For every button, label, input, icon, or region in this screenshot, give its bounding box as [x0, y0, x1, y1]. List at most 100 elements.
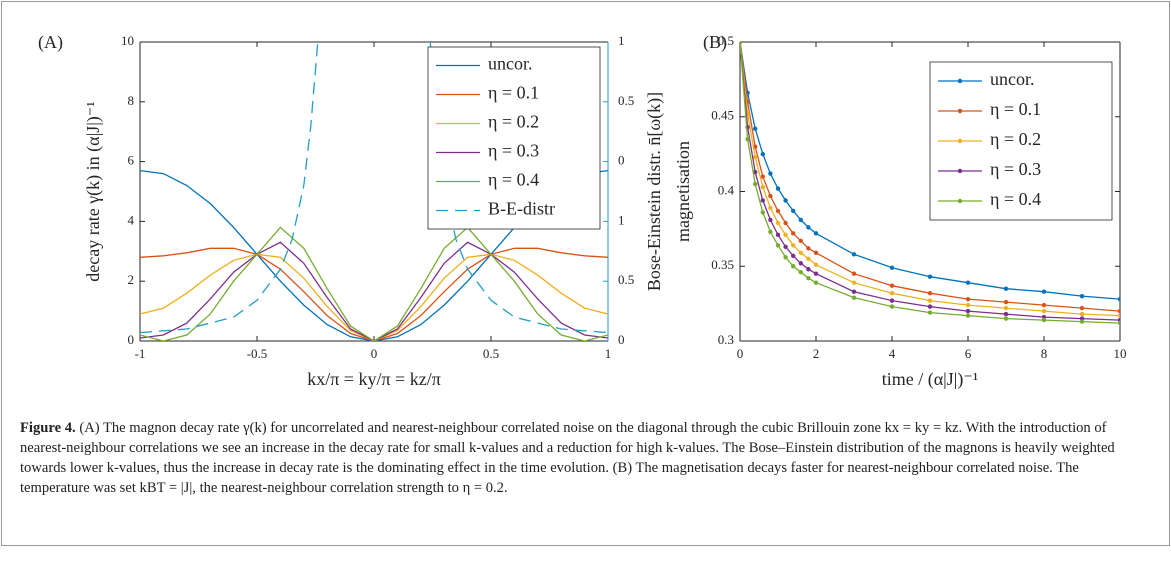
caption-label: Figure 4.	[20, 420, 76, 436]
marker	[1079, 293, 1085, 299]
y-tick-label: 2	[128, 272, 135, 287]
marker	[783, 232, 788, 238]
marker	[753, 181, 758, 187]
legend-label: uncor.	[488, 54, 533, 74]
y-tick-label: 0.45	[711, 108, 734, 123]
x-tick-label: 2	[813, 346, 820, 361]
x-tick-label: -0.5	[247, 346, 268, 361]
marker	[753, 154, 758, 160]
marker	[740, 42, 743, 45]
marker	[791, 253, 796, 258]
marker	[965, 296, 971, 302]
marker	[753, 126, 758, 131]
marker	[806, 246, 811, 251]
y-tick-label: 8	[128, 93, 135, 108]
panel-label: (B)	[703, 32, 727, 53]
marker	[806, 267, 811, 272]
marker	[791, 243, 796, 248]
marker	[783, 198, 788, 203]
figure-frame	[1, 1, 1170, 546]
plot-area	[740, 42, 1120, 326]
marker	[760, 210, 765, 215]
series-line	[140, 247, 608, 341]
marker	[768, 205, 773, 211]
legend-label: η = 0.2	[990, 129, 1041, 149]
marker	[813, 271, 819, 276]
legend-marker	[957, 168, 963, 174]
marker	[889, 304, 895, 309]
marker	[927, 310, 933, 315]
legend-label: η = 0.4	[488, 170, 539, 190]
marker	[806, 225, 811, 230]
marker	[1041, 289, 1047, 294]
y-tick-label: 6	[128, 153, 135, 168]
marker	[813, 262, 819, 267]
marker	[889, 283, 895, 288]
marker	[775, 220, 781, 226]
marker	[1079, 311, 1085, 317]
marker	[927, 290, 933, 296]
y2-tick-label: 0	[618, 332, 625, 347]
marker	[1003, 286, 1009, 291]
marker	[1117, 296, 1120, 302]
marker	[965, 302, 971, 308]
marker	[851, 295, 857, 300]
legend-label: B-E-distr	[488, 199, 555, 219]
legend-label: η = 0.1	[488, 83, 539, 103]
marker	[813, 280, 819, 285]
y-axis-label: magnetisation	[673, 141, 693, 242]
x-tick-label: 0.5	[483, 346, 499, 361]
marker	[768, 217, 773, 223]
marker	[745, 136, 750, 142]
y-tick-label: 0	[128, 332, 135, 347]
y2-axis-label: Bose-Einstein distr. n̄[ω(k)]	[644, 92, 665, 291]
y-axis-label: decay rate γ(k) in (α|J|)⁻¹	[83, 101, 104, 281]
x-tick-label: 0	[737, 346, 744, 361]
x-axis-label: kx/π = ky/π = kz/π	[307, 369, 441, 389]
series-line	[140, 241, 608, 341]
marker	[775, 208, 781, 214]
marker	[889, 290, 895, 296]
marker	[851, 271, 857, 276]
marker	[806, 256, 811, 261]
marker	[927, 304, 933, 309]
marker	[791, 231, 796, 236]
y-tick-label: 0.5	[718, 33, 734, 48]
marker	[1117, 308, 1120, 314]
marker	[1003, 311, 1009, 317]
x-tick-label: 10	[1114, 346, 1127, 361]
marker	[1117, 313, 1120, 318]
caption: Figure 4. (A) The magnon decay rate γ(k)…	[20, 418, 1150, 498]
marker	[798, 217, 803, 223]
marker	[1079, 305, 1085, 311]
y2-tick-label: 0.5	[618, 93, 634, 108]
x-tick-label: 6	[965, 346, 972, 361]
marker	[813, 250, 819, 255]
marker	[798, 270, 803, 275]
series-line	[140, 253, 608, 341]
x-tick-label: 1	[605, 346, 612, 361]
x-tick-label: 4	[889, 346, 896, 361]
marker	[783, 220, 788, 226]
legend-label: η = 0.2	[488, 112, 539, 132]
marker	[965, 308, 971, 314]
series-line	[140, 226, 608, 341]
x-axis-label: time / (α|J|)⁻¹	[882, 369, 979, 390]
caption-text: (A) The magnon decay rate γ(k) for uncor…	[20, 420, 1115, 496]
marker	[791, 264, 796, 269]
marker	[806, 276, 811, 281]
x-tick-label: 0	[371, 346, 378, 361]
legend-marker	[957, 78, 963, 84]
legend-marker	[957, 108, 963, 114]
marker	[1041, 302, 1047, 308]
legend-label: η = 0.3	[990, 159, 1041, 179]
legend-marker	[957, 198, 963, 204]
marker	[798, 261, 803, 266]
plot-area	[140, 42, 608, 341]
y-tick-label: 4	[128, 212, 135, 227]
legend-marker	[957, 138, 963, 144]
y2-tick-label: 0.5	[618, 272, 634, 287]
x-tick-label: 8	[1041, 346, 1048, 361]
marker	[798, 250, 803, 255]
